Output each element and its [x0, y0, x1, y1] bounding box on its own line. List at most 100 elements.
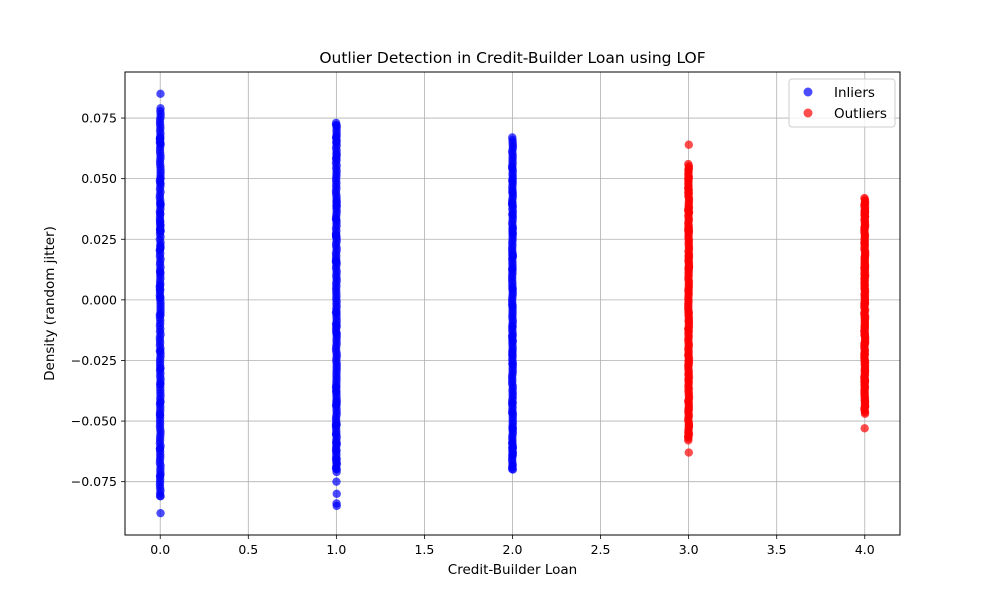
inliers-point	[156, 242, 165, 251]
outliers-point	[684, 375, 693, 384]
inliers-point	[332, 446, 341, 455]
x-tick-label: 0.0	[150, 542, 170, 557]
x-tick-label: 3.0	[679, 542, 699, 557]
inliers-point	[331, 120, 341, 130]
x-tick-label: 2.0	[503, 542, 523, 557]
outliers-point	[684, 397, 693, 406]
inliers-point	[508, 163, 517, 173]
outliers-point	[860, 356, 870, 366]
x-tick-label: 4.0	[855, 542, 875, 557]
inliers-point	[331, 308, 341, 317]
y-tick-label: −0.050	[71, 414, 117, 429]
inliers-point	[156, 346, 165, 356]
outliers-point	[860, 253, 869, 263]
inliers-point	[332, 322, 341, 331]
inliers-point	[508, 176, 517, 186]
inliers-point	[331, 429, 341, 439]
y-axis-label: Density (random jitter)	[42, 226, 58, 381]
y-tick-label: −0.025	[71, 353, 117, 368]
legend-box	[788, 78, 896, 128]
inliers-point	[508, 301, 517, 310]
outliers-point	[860, 350, 870, 359]
outliers-point	[684, 421, 694, 431]
inliers-point	[508, 439, 517, 448]
inliers-point	[155, 444, 165, 453]
inliers-point	[155, 224, 165, 234]
inliers-point	[332, 477, 341, 486]
chart-title: Outlier Detection in Credit-Builder Loan…	[319, 49, 705, 67]
inliers-point	[156, 491, 165, 501]
outliers-point	[860, 402, 870, 411]
outliers-point	[684, 324, 693, 333]
outliers-point	[860, 322, 869, 331]
outliers-point	[860, 377, 869, 386]
inliers-point	[155, 281, 165, 290]
inliers-legend-label: Inliers	[834, 85, 875, 101]
inliers-point	[156, 104, 165, 113]
inliers-point	[508, 224, 517, 233]
y-tick-label: 0.025	[81, 232, 117, 247]
inliers-point	[331, 464, 341, 473]
outliers-point	[684, 432, 693, 441]
outliers-point	[684, 263, 693, 273]
inliers-point	[332, 329, 341, 338]
outliers-point	[860, 193, 869, 203]
y-tick-label: −0.075	[71, 474, 117, 489]
inliers-point	[508, 322, 517, 331]
inliers-point	[508, 461, 517, 470]
x-tick-label: 0.5	[238, 542, 258, 557]
outliers-point	[684, 184, 693, 193]
y-tick-label: 0.075	[81, 111, 117, 126]
inliers-point	[331, 438, 341, 447]
inliers-point	[508, 284, 517, 293]
inliers-point	[156, 293, 165, 302]
inliers-legend-marker	[803, 87, 813, 97]
x-tick-label: 2.5	[591, 542, 611, 557]
outliers-point	[684, 405, 693, 414]
inliers-point	[155, 471, 165, 480]
outliers-point	[860, 366, 869, 375]
inliers-point	[507, 408, 517, 417]
legend: Inliers Outliers	[788, 78, 896, 128]
inliers-point	[508, 423, 517, 433]
outliers-point	[684, 316, 693, 326]
inliers-point	[155, 268, 165, 277]
inliers-point	[331, 215, 341, 224]
outliers-point	[860, 208, 870, 217]
inliers-point	[155, 310, 165, 319]
outliers-point	[860, 200, 870, 209]
inliers-point	[508, 264, 517, 274]
outliers-point	[684, 448, 693, 457]
outliers-point	[684, 172, 694, 182]
outliers-point	[684, 208, 694, 217]
inliers-point	[508, 187, 517, 197]
inliers-point	[332, 489, 341, 498]
inliers-point	[156, 199, 165, 208]
inliers-point	[508, 200, 517, 210]
inliers-point	[508, 133, 517, 142]
outliers-point	[684, 223, 693, 233]
x-tick-label: 3.5	[767, 542, 787, 557]
inliers-point	[332, 137, 341, 147]
inliers-point	[332, 397, 341, 406]
outliers-point	[860, 263, 869, 272]
outliers-point	[860, 298, 870, 307]
outliers-point	[860, 271, 870, 280]
inliers-point	[156, 89, 165, 99]
inliers-point	[156, 398, 165, 407]
x-tick-label: 1.0	[326, 542, 346, 557]
outliers-legend-marker	[803, 108, 813, 118]
inliers-point	[332, 454, 341, 464]
inliers-point	[332, 421, 341, 430]
inliers-point	[332, 256, 341, 265]
outliers-point	[684, 252, 693, 261]
inliers-point	[508, 359, 517, 369]
y-tick-label: 0.050	[81, 171, 117, 186]
inliers-point	[332, 501, 341, 511]
inliers-point	[156, 209, 165, 218]
inliers-point	[507, 398, 517, 408]
inliers-point	[156, 139, 165, 149]
inliers-point	[332, 197, 341, 206]
inliers-point	[508, 252, 517, 262]
